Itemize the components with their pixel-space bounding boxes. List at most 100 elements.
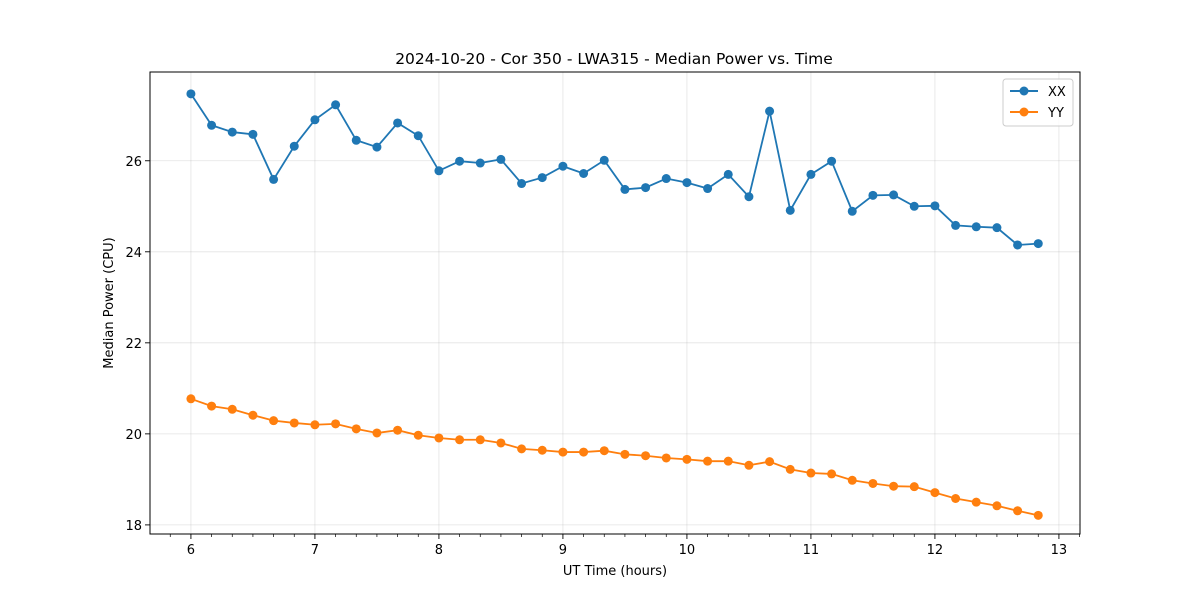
data-point-yy: [310, 420, 320, 430]
data-point-yy: [496, 438, 506, 448]
x-tick-label: 6: [187, 543, 195, 558]
data-point-yy: [537, 445, 547, 455]
data-point-yy: [1013, 506, 1023, 516]
data-point-yy: [517, 444, 527, 454]
data-point-yy: [723, 456, 733, 466]
data-point-yy: [1033, 510, 1043, 520]
plot-frame: [149, 71, 1081, 535]
axis-ticks: 6 7 8 9 10 11 12 13 18 20 22 24 26: [125, 155, 1080, 558]
data-point-xx: [496, 154, 506, 164]
data-point-yy: [661, 453, 671, 463]
data-point-xx: [785, 205, 795, 215]
series-line-yy: [190, 397, 1039, 517]
data-point-yy: [765, 457, 775, 467]
data-point-yy: [289, 418, 299, 428]
data-point-xx: [806, 169, 816, 179]
data-point-yy: [889, 481, 899, 491]
x-tick-label: 13: [1051, 543, 1068, 558]
y-tick-label: 18: [125, 519, 142, 534]
y-tick-label: 26: [125, 155, 142, 170]
legend-marker-xx: [1019, 86, 1029, 96]
data-point-xx: [765, 106, 775, 116]
legend-label-xx: XX: [1048, 85, 1066, 100]
data-point-xx: [847, 206, 857, 216]
data-point-xx: [351, 135, 361, 145]
x-tick-label: 8: [435, 543, 443, 558]
data-point-xx: [661, 174, 671, 184]
data-point-xx: [889, 190, 899, 200]
data-point-yy: [682, 454, 692, 464]
data-point-yy: [620, 449, 630, 459]
data-point-xx: [641, 183, 651, 193]
data-point-xx: [227, 127, 237, 137]
data-point-yy: [971, 497, 981, 507]
data-point-xx: [393, 118, 403, 128]
data-point-xx: [558, 161, 568, 171]
data-point-xx: [475, 158, 485, 168]
data-point-xx: [331, 100, 341, 110]
y-tick-label: 22: [125, 337, 142, 352]
data-point-xx: [455, 156, 465, 166]
legend: XX YY: [1002, 78, 1074, 127]
data-point-yy: [207, 401, 217, 411]
data-point-yy: [227, 404, 237, 414]
data-point-yy: [269, 416, 279, 426]
y-tick-label: 24: [125, 246, 142, 261]
data-point-xx: [930, 201, 940, 211]
data-point-xx: [620, 184, 630, 194]
data-point-xx: [1013, 240, 1023, 250]
data-point-yy: [475, 435, 485, 445]
data-point-yy: [785, 464, 795, 474]
data-point-yy: [951, 494, 961, 503]
x-axis-label: UT Time (hours): [563, 564, 667, 579]
data-point-xx: [971, 222, 981, 232]
data-point-yy: [930, 488, 940, 498]
series-line-xx: [190, 93, 1039, 246]
data-point-xx: [951, 220, 961, 230]
data-point-xx: [310, 115, 320, 125]
data-point-xx: [248, 129, 258, 139]
data-point-xx: [289, 141, 299, 151]
legend-marker-yy: [1019, 107, 1029, 117]
data-point-xx: [744, 192, 754, 202]
data-point-xx: [372, 142, 382, 152]
data-point-yy: [331, 419, 341, 429]
data-point-xx: [579, 169, 589, 178]
data-point-xx: [599, 155, 609, 165]
data-point-xx: [517, 179, 527, 189]
chart-title: 2024-10-20 - Cor 350 - LWA315 - Median P…: [395, 50, 833, 68]
data-point-yy: [558, 447, 568, 457]
data-point-yy: [641, 451, 651, 461]
data-point-xx: [827, 156, 837, 166]
data-point-yy: [599, 446, 609, 456]
data-point-yy: [351, 424, 361, 434]
data-point-yy: [372, 428, 382, 438]
data-point-xx: [992, 223, 1002, 233]
data-point-yy: [827, 469, 837, 479]
data-point-xx: [909, 201, 919, 211]
data-point-yy: [248, 410, 258, 420]
data-point-yy: [455, 435, 465, 445]
data-point-yy: [434, 433, 444, 443]
x-tick-label: 10: [679, 543, 696, 558]
data-point-xx: [682, 178, 692, 188]
data-point-yy: [847, 475, 857, 485]
data-point-xx: [1033, 239, 1043, 249]
data-point-xx: [413, 131, 423, 141]
x-tick-label: 11: [803, 543, 820, 558]
grid: [150, 72, 1080, 534]
x-tick-label: 7: [311, 543, 319, 558]
data-point-yy: [868, 478, 878, 488]
data-point-yy: [703, 456, 713, 466]
data-point-xx: [207, 120, 217, 130]
data-point-xx: [868, 190, 878, 200]
data-point-xx: [434, 166, 444, 176]
data-point-xx: [537, 173, 547, 183]
data-point-yy: [909, 482, 919, 492]
data-point-yy: [806, 468, 816, 478]
data-point-yy: [744, 460, 754, 470]
y-tick-label: 20: [125, 428, 142, 443]
data-point-yy: [579, 447, 589, 457]
series-layer: [186, 89, 1043, 520]
